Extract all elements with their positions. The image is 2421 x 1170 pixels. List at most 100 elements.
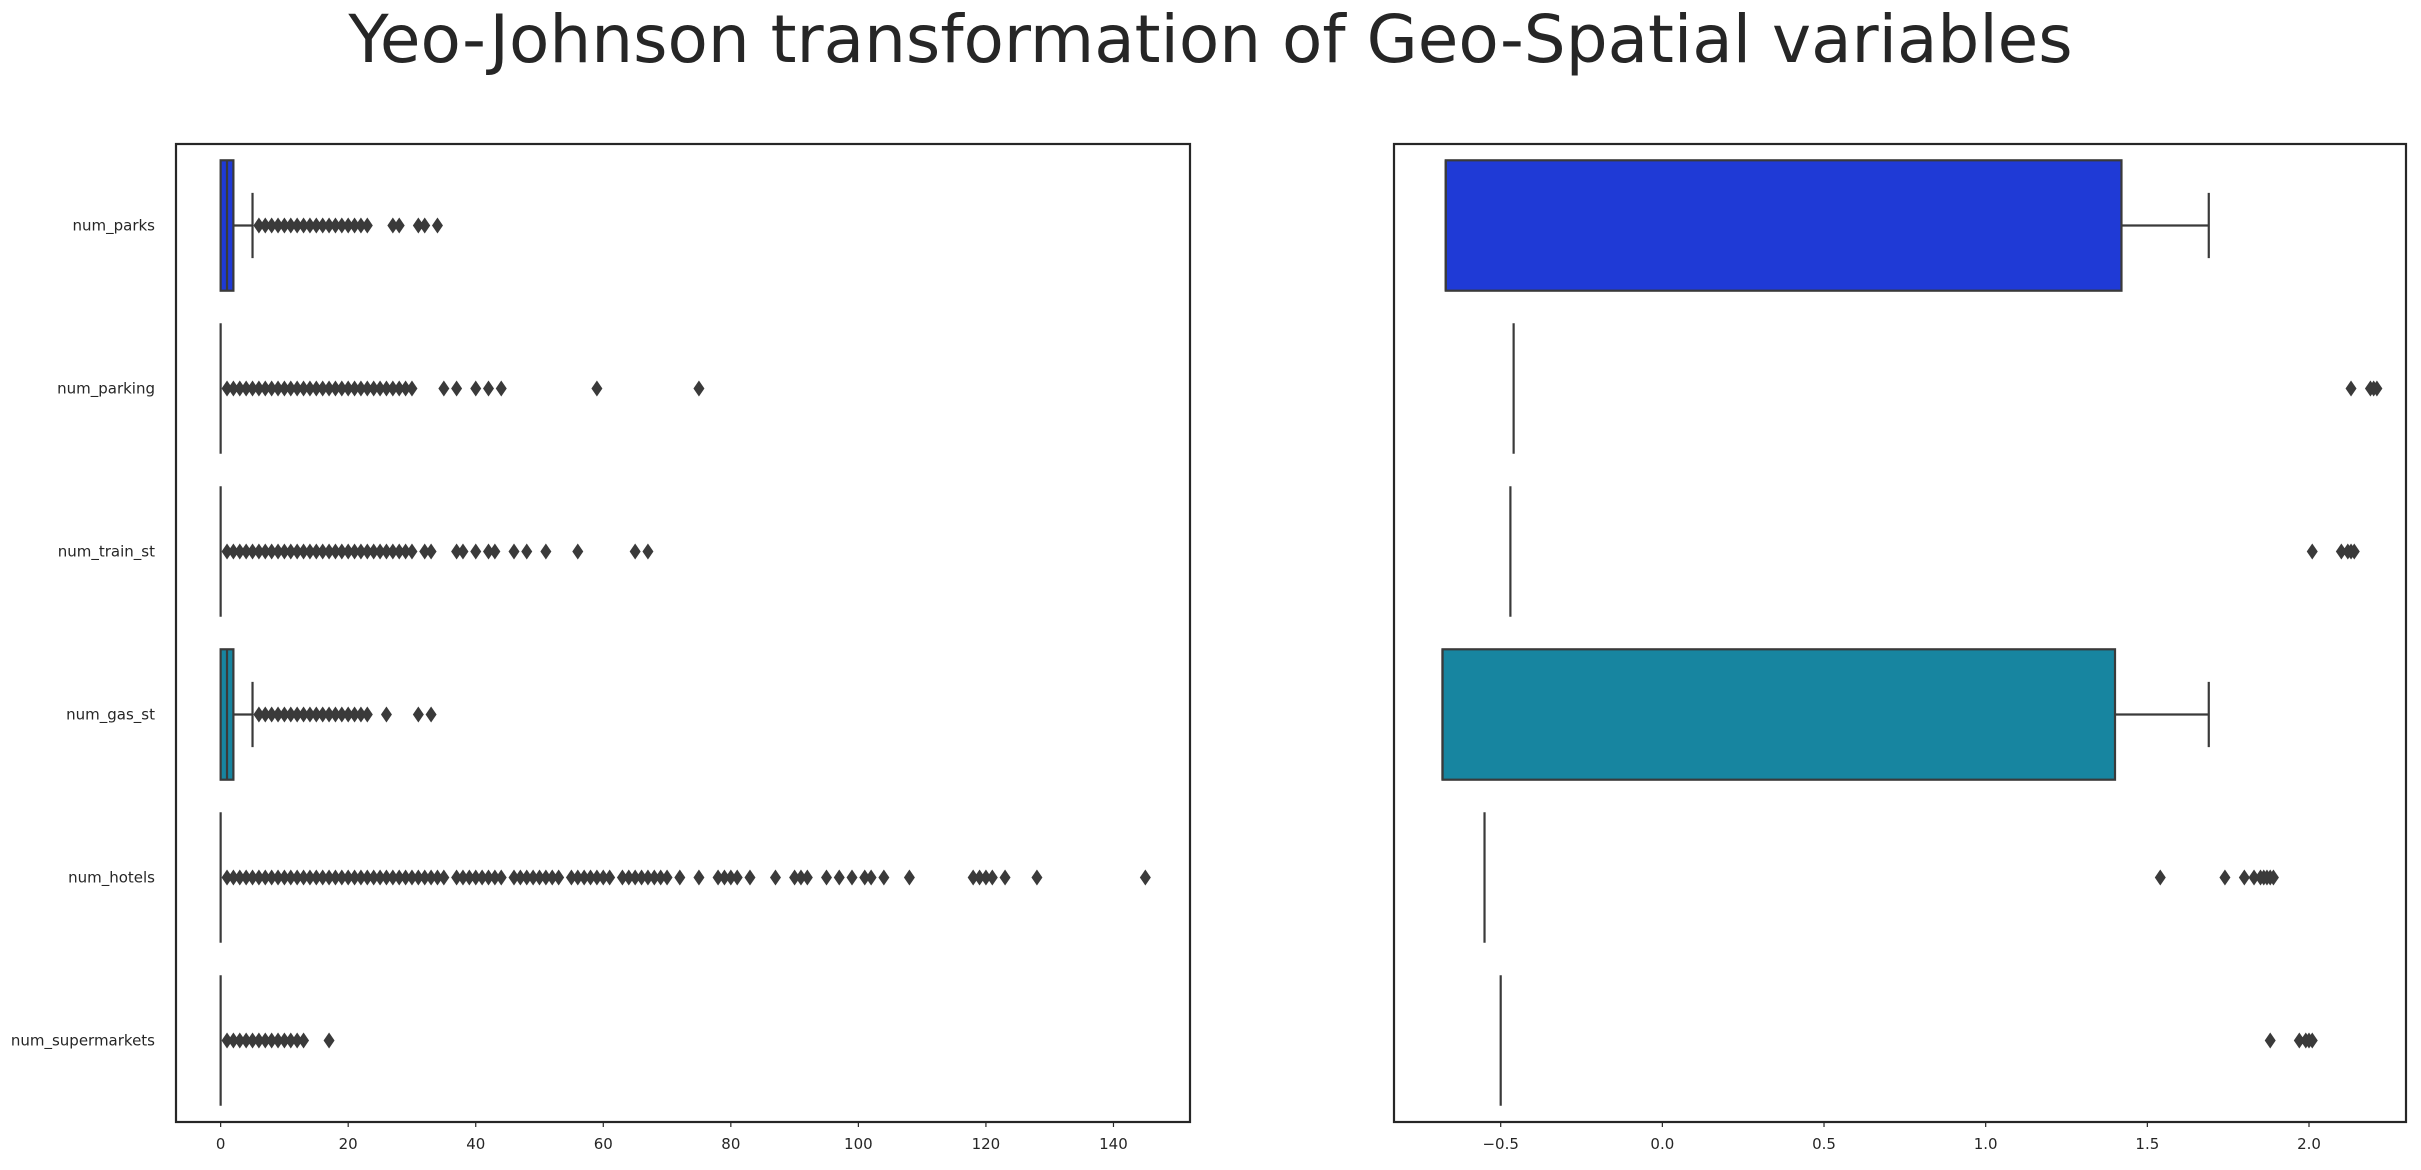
- outlier-point: [298, 869, 310, 886]
- x-tick-label: 40: [466, 1135, 485, 1153]
- outlier-point: [221, 869, 233, 886]
- outlier-point: [419, 543, 431, 560]
- category-label-num-gas-st: num_gas_st: [66, 706, 155, 725]
- outlier-point: [718, 869, 730, 886]
- outlier-point: [355, 217, 367, 234]
- outlier-point: [266, 217, 278, 234]
- outlier-point: [253, 217, 265, 234]
- outlier-point: [247, 1032, 259, 1049]
- outlier-point: [604, 869, 616, 886]
- outlier-point: [508, 869, 520, 886]
- outlier-point: [565, 869, 577, 886]
- outlier-point: [406, 869, 418, 886]
- outlier-point: [374, 543, 386, 560]
- outlier-point: [438, 380, 450, 397]
- outlier-point: [482, 869, 494, 886]
- outlier-point: [629, 869, 641, 886]
- outlier-point: [712, 869, 724, 886]
- outlier-point: [380, 706, 392, 723]
- box-num-parks: [1444, 159, 2210, 292]
- outlier-point: [642, 869, 654, 886]
- outlier-point: [2267, 869, 2279, 886]
- outlier-point: [495, 380, 507, 397]
- outlier-point: [336, 217, 348, 234]
- outlier-point: [234, 543, 246, 560]
- outlier-point: [278, 380, 290, 397]
- outlier-point: [597, 869, 609, 886]
- outlier-point: [431, 217, 443, 234]
- outlier-point: [451, 543, 463, 560]
- outlier-point: [2306, 543, 2318, 560]
- category-label-num-train-st: num_train_st: [58, 543, 155, 562]
- outlier-point: [380, 543, 392, 560]
- outlier-point: [368, 543, 380, 560]
- outlier-point: [393, 543, 405, 560]
- outlier-point: [974, 869, 986, 886]
- outlier-point: [591, 380, 603, 397]
- outlier-point: [438, 869, 450, 886]
- outlier-point: [2293, 1032, 2305, 1049]
- outlier-point: [368, 380, 380, 397]
- outlier-point: [616, 869, 628, 886]
- box-body: [1441, 648, 2117, 781]
- outlier-point: [865, 869, 877, 886]
- outlier-point: [412, 706, 424, 723]
- outlier-point: [310, 543, 322, 560]
- outlier-point: [431, 869, 443, 886]
- outlier-point: [387, 543, 399, 560]
- outlier-point: [355, 706, 367, 723]
- outlier-point: [400, 543, 412, 560]
- outlier-point: [1031, 869, 1043, 886]
- outlier-point: [272, 869, 284, 886]
- outlier-point: [380, 869, 392, 886]
- box-num-hotels: [219, 812, 1151, 943]
- outlier-point: [304, 869, 316, 886]
- outlier-point: [451, 380, 463, 397]
- box-num-parking: [219, 323, 705, 454]
- outlier-point: [310, 380, 322, 397]
- outlier-point: [329, 543, 341, 560]
- outlier-point: [355, 380, 367, 397]
- outlier-point: [221, 380, 233, 397]
- outlier-point: [329, 217, 341, 234]
- outlier-point: [336, 543, 348, 560]
- outlier-point: [380, 380, 392, 397]
- outlier-point: [272, 217, 284, 234]
- outlier-point: [572, 869, 584, 886]
- outlier-point: [731, 869, 743, 886]
- outlier-point: [585, 869, 597, 886]
- outlier-point: [361, 380, 373, 397]
- outlier-point: [642, 543, 654, 560]
- outlier-point: [278, 217, 290, 234]
- box-num-parks: [219, 159, 443, 292]
- outlier-point: [2264, 1032, 2276, 1049]
- outlier-point: [240, 380, 252, 397]
- outlier-point: [482, 543, 494, 560]
- outlier-point: [820, 869, 832, 886]
- outlier-point: [234, 380, 246, 397]
- outlier-point: [508, 543, 520, 560]
- axes-frame: [1392, 142, 2408, 1124]
- outlier-point: [355, 869, 367, 886]
- outlier-point: [240, 1032, 252, 1049]
- x-tick-label: 0: [216, 1135, 226, 1153]
- outlier-point: [514, 869, 526, 886]
- outlier-point: [253, 706, 265, 723]
- outlier-point: [291, 380, 303, 397]
- outlier-point: [342, 217, 354, 234]
- outlier-point: [247, 543, 259, 560]
- box-num-train-st: [1509, 486, 2360, 617]
- outlier-point: [527, 869, 539, 886]
- outlier-point: [317, 543, 329, 560]
- outlier-point: [323, 706, 335, 723]
- x-tick-label: −0.5: [1482, 1135, 1518, 1153]
- outlier-point: [247, 380, 259, 397]
- outlier-point: [278, 706, 290, 723]
- outlier-point: [393, 217, 405, 234]
- outlier-point: [457, 543, 469, 560]
- outlier-point: [361, 217, 373, 234]
- outlier-point: [2335, 543, 2347, 560]
- box-num-supermarkets: [219, 975, 335, 1106]
- outlier-point: [361, 869, 373, 886]
